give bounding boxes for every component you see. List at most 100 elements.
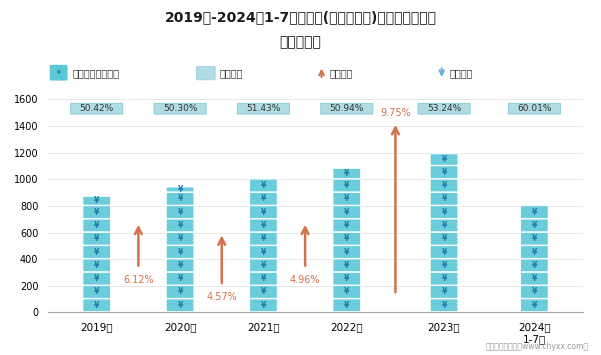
Text: 累计保费（亿元）: 累计保费（亿元） <box>72 68 119 78</box>
Text: ¥: ¥ <box>177 234 183 243</box>
FancyBboxPatch shape <box>237 103 290 114</box>
FancyBboxPatch shape <box>508 103 560 114</box>
FancyBboxPatch shape <box>166 232 194 245</box>
Text: ¥: ¥ <box>261 194 266 203</box>
Text: ¥: ¥ <box>94 301 99 310</box>
Text: ¥: ¥ <box>344 274 349 283</box>
Text: ¥: ¥ <box>94 208 99 217</box>
Text: ¥: ¥ <box>94 274 99 283</box>
FancyBboxPatch shape <box>249 219 277 232</box>
FancyBboxPatch shape <box>166 192 194 205</box>
FancyBboxPatch shape <box>333 285 361 299</box>
Text: ¥: ¥ <box>441 181 447 190</box>
Text: ¥: ¥ <box>532 274 537 283</box>
Text: 4.57%: 4.57% <box>206 293 237 302</box>
Text: ¥: ¥ <box>344 181 349 190</box>
FancyBboxPatch shape <box>520 232 548 245</box>
Text: ¥: ¥ <box>177 185 183 194</box>
FancyBboxPatch shape <box>333 259 361 272</box>
Text: ¥: ¥ <box>441 194 447 203</box>
Text: ¥: ¥ <box>344 234 349 243</box>
FancyBboxPatch shape <box>249 246 277 258</box>
FancyBboxPatch shape <box>83 272 111 285</box>
Text: ¥: ¥ <box>177 288 183 296</box>
Text: ¥: ¥ <box>261 208 266 217</box>
Text: ¥: ¥ <box>441 208 447 217</box>
Text: 6.12%: 6.12% <box>123 275 154 285</box>
Text: ¥: ¥ <box>94 261 99 270</box>
Text: 50.42%: 50.42% <box>79 104 114 113</box>
Text: ¥: ¥ <box>441 247 447 257</box>
FancyBboxPatch shape <box>418 103 470 114</box>
FancyBboxPatch shape <box>83 232 111 245</box>
Text: ¥: ¥ <box>344 208 349 217</box>
Text: ¥: ¥ <box>532 234 537 243</box>
Text: ¥: ¥ <box>344 169 349 178</box>
FancyBboxPatch shape <box>166 187 194 192</box>
Text: ¥: ¥ <box>441 288 447 296</box>
FancyBboxPatch shape <box>83 219 111 232</box>
FancyBboxPatch shape <box>520 272 548 285</box>
Text: ¥: ¥ <box>177 274 183 283</box>
FancyBboxPatch shape <box>166 246 194 258</box>
FancyBboxPatch shape <box>249 206 277 219</box>
Text: ¥: ¥ <box>532 208 537 217</box>
FancyBboxPatch shape <box>333 299 361 312</box>
FancyBboxPatch shape <box>166 299 194 312</box>
Text: ¥: ¥ <box>94 234 99 243</box>
FancyBboxPatch shape <box>520 259 548 272</box>
FancyBboxPatch shape <box>83 285 111 299</box>
Text: ¥: ¥ <box>441 301 447 310</box>
Text: ¥: ¥ <box>344 288 349 296</box>
Text: ¥: ¥ <box>177 221 183 230</box>
Text: ¥: ¥ <box>261 247 266 257</box>
Text: ¥: ¥ <box>532 261 537 270</box>
Text: 2019年-2024年1-7月福建省(不含厦门市)累计原保险保费: 2019年-2024年1-7月福建省(不含厦门市)累计原保险保费 <box>165 11 436 24</box>
FancyBboxPatch shape <box>333 219 361 232</box>
FancyBboxPatch shape <box>83 246 111 258</box>
FancyBboxPatch shape <box>71 103 123 114</box>
FancyBboxPatch shape <box>520 246 548 258</box>
Text: ¥: ¥ <box>261 234 266 243</box>
FancyBboxPatch shape <box>166 206 194 219</box>
Text: ¥: ¥ <box>177 247 183 257</box>
Text: ¥: ¥ <box>177 261 183 270</box>
FancyBboxPatch shape <box>430 166 458 179</box>
Text: 50.30%: 50.30% <box>163 104 197 113</box>
Text: ¥: ¥ <box>532 221 537 230</box>
FancyBboxPatch shape <box>333 246 361 258</box>
Text: ¥: ¥ <box>261 181 266 190</box>
FancyBboxPatch shape <box>333 206 361 219</box>
Text: ¥: ¥ <box>261 221 266 230</box>
Text: ¥: ¥ <box>441 274 447 283</box>
FancyBboxPatch shape <box>83 299 111 312</box>
Text: ¥: ¥ <box>441 261 447 270</box>
Text: ¥: ¥ <box>177 301 183 310</box>
Text: 寿险占比: 寿险占比 <box>219 68 243 78</box>
FancyBboxPatch shape <box>166 219 194 232</box>
FancyBboxPatch shape <box>430 192 458 205</box>
FancyBboxPatch shape <box>430 272 458 285</box>
Text: 53.24%: 53.24% <box>427 104 461 113</box>
FancyBboxPatch shape <box>166 272 194 285</box>
FancyBboxPatch shape <box>321 103 373 114</box>
FancyBboxPatch shape <box>249 192 277 205</box>
FancyBboxPatch shape <box>249 285 277 299</box>
Text: ¥: ¥ <box>344 301 349 310</box>
Text: 51.43%: 51.43% <box>246 104 281 113</box>
FancyBboxPatch shape <box>430 154 458 165</box>
Text: 60.01%: 60.01% <box>517 104 552 113</box>
FancyBboxPatch shape <box>83 259 111 272</box>
FancyBboxPatch shape <box>430 246 458 258</box>
FancyBboxPatch shape <box>166 285 194 299</box>
Text: 4.96%: 4.96% <box>290 275 320 285</box>
FancyBboxPatch shape <box>430 206 458 219</box>
Text: 9.75%: 9.75% <box>380 108 411 118</box>
FancyBboxPatch shape <box>520 206 548 219</box>
Text: ¥: ¥ <box>94 288 99 296</box>
Text: ¥: ¥ <box>177 194 183 203</box>
Text: ¥: ¥ <box>261 301 266 310</box>
Text: ¥: ¥ <box>344 247 349 257</box>
Text: ¥: ¥ <box>441 234 447 243</box>
Text: ¥: ¥ <box>532 301 537 310</box>
